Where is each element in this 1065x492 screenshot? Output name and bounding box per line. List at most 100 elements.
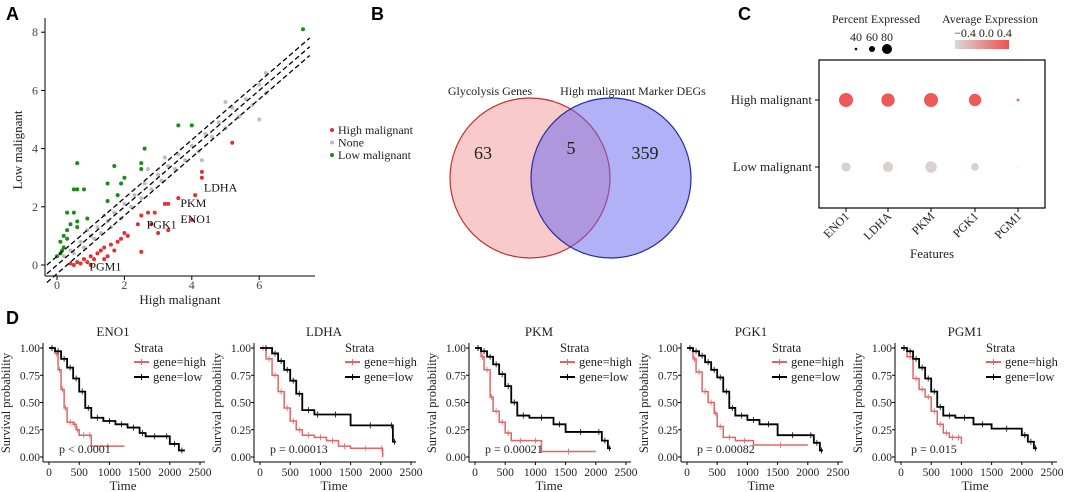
data-point-low-malignant [301,27,306,32]
data-point-high-malignant [189,217,194,222]
data-point-high-malignant [78,261,83,266]
x-tick-label: 2500 [827,467,850,479]
venn-count: 5 [567,138,576,158]
data-point-high-malignant [199,175,204,180]
legend-label: gene=high [1005,355,1059,369]
gene-label: PGM1 [89,259,121,273]
feature-label: LDHA [861,209,895,243]
y-tick-label: 0 [32,258,38,272]
data-point-none [98,230,103,235]
data-point-none [81,245,86,250]
y-tick-label: 0.00 [658,452,678,464]
data-point-high-malignant [85,260,90,265]
x-tick-label: 1500 [766,467,789,479]
threshold-line [46,46,311,275]
data-point-low-malignant [85,216,90,221]
data-point-none [162,155,167,160]
gene-label: ENO1 [180,212,211,226]
data-point-high-malignant [166,201,171,206]
data-point-high-malignant [156,230,161,235]
data-point-low-malignant [189,123,194,128]
legend-title: Strata [560,341,590,355]
y-tick-label: 0.00 [446,452,466,464]
y-tick-label: 0.50 [872,398,892,410]
data-point-low-malignant [71,187,76,192]
legend-label: gene=high [579,355,633,369]
data-point-low-malignant [75,187,80,192]
data-point-high-malignant [139,213,144,218]
x-tick-label: 1500 [980,467,1003,479]
x-tick-label: 1000 [950,467,973,479]
plot-frame [818,59,1046,209]
data-point-low-malignant [139,161,144,166]
y-tick-label: 2 [32,200,38,214]
x-tick-label: 1500 [554,467,577,479]
legend-label: gene=high [153,355,207,369]
legend-dot [330,153,334,157]
data-point-none [78,239,83,244]
x-tick-label: 0 [257,467,263,479]
x-tick-label: 2 [121,278,127,292]
legend-label: gene=high [791,355,845,369]
x-tick-label: 4 [189,278,195,292]
legend-title: Strata [986,341,1016,355]
legend-label: Low malignant [338,148,412,162]
data-point-high-malignant [176,196,181,201]
feature-label: PGM1 [992,209,1025,242]
data-point-low-malignant [65,210,70,215]
data-point-high-malignant [122,230,127,235]
size-legend-label: 60 [866,30,878,44]
y-tick-label: 1.00 [20,343,40,355]
data-point-low-malignant [65,236,70,241]
x-tick-label: 0 [54,278,60,292]
feature-label: PGK1 [950,209,981,240]
x-tick-label: 2000 [796,467,819,479]
y-tick-label: 1.00 [872,343,892,355]
y-tick-label: 0.75 [658,370,678,382]
data-point-none [92,236,97,241]
data-point-low-malignant [71,210,76,215]
plot-title: PKM [525,324,554,339]
x-axis-title: Features [910,246,954,261]
data-point-low-malignant [75,219,80,224]
venn-set-label: Glycolysis Genes [448,84,533,98]
survival-plot-pkm: PKM 0.00 0.25 0.50 0.75 1.00 0 500 1000 1500 2000 2… [425,324,638,492]
x-tick-label: 2000 [158,467,181,479]
x-tick-label: 1000 [309,467,332,479]
data-point-none [139,196,144,201]
data-point-none [142,181,147,186]
color-legend-bar [955,40,1009,49]
legend-title: Strata [134,341,164,355]
survival-plot-ldha: LDHA 0.00 0.25 0.50 0.75 1.00 0 500 1000 1500 2000… [210,324,423,492]
expression-dot [971,163,979,171]
data-point-none [199,158,204,163]
p-value: p = 0.015 [911,442,957,456]
data-point-high-malignant [71,263,76,267]
data-point-none [263,70,268,75]
data-point-high-malignant [95,251,100,256]
x-tick-label: 2500 [400,467,423,479]
y-tick-label: 6 [32,83,38,97]
group-label: Low malignant [733,159,812,174]
data-point-high-malignant [162,201,167,206]
data-point-none [203,132,208,137]
p-value: p = 0.00082 [697,442,755,456]
data-point-low-malignant [142,146,147,151]
data-point-none [230,105,235,110]
threshold-line [46,37,311,266]
data-point-none [156,172,161,177]
y-tick-label: 0.25 [446,425,466,437]
data-point-none [145,166,150,171]
data-point-low-malignant [61,245,66,250]
data-point-none [223,100,228,105]
data-point-none [166,164,171,169]
p-value: p < 0.0001 [59,442,111,456]
data-point-high-malignant [135,222,140,227]
x-tick-label: 500 [497,467,515,479]
y-tick-label: 0.25 [658,425,678,437]
x-axis-title: Time [110,478,137,492]
legend-title: Strata [772,341,802,355]
y-tick-label: 0.00 [20,452,40,464]
x-tick-label: 1500 [128,467,151,479]
data-point-none [172,166,177,171]
